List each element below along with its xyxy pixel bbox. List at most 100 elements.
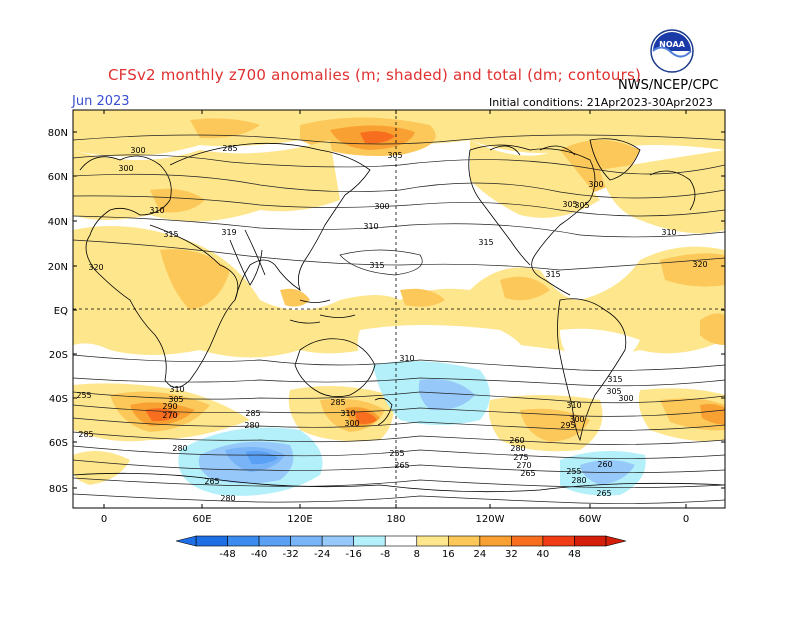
contour-label: 300 bbox=[588, 180, 603, 189]
contour-label: 265 bbox=[204, 477, 219, 486]
contour-label: 290 bbox=[162, 402, 177, 411]
agency-label: NWS/NCEP/CPC bbox=[618, 78, 719, 93]
contour-label: 305 bbox=[562, 200, 577, 209]
colorbar: -48 -40 -32 -24 -16 -8 8 16 24 32 40 48 bbox=[175, 535, 627, 560]
colorbar-label: 40 bbox=[537, 549, 550, 560]
contour-label: 260 bbox=[597, 460, 612, 469]
contour-label: 270 bbox=[162, 411, 177, 420]
contour-label: 320 bbox=[692, 260, 707, 269]
colorbar-label: 8 bbox=[414, 549, 420, 560]
longitude-axis: 0 60E 120E 180 120W 60W 0 bbox=[101, 110, 689, 525]
contour-label: 300 bbox=[118, 164, 133, 173]
noaa-logo: NOAA bbox=[650, 29, 694, 73]
contour-label: 300 bbox=[344, 419, 359, 428]
colorbar-swatch bbox=[416, 535, 449, 547]
contour-label: 305 bbox=[606, 387, 621, 396]
colorbar-label: -16 bbox=[346, 549, 362, 560]
lat-label: 60S bbox=[49, 438, 68, 449]
svg-text:NOAA: NOAA bbox=[659, 40, 685, 49]
forecast-month: Jun 2023 bbox=[72, 94, 130, 109]
graticule bbox=[73, 110, 725, 508]
lon-label: 180 bbox=[386, 514, 405, 525]
contour-label: 275 bbox=[513, 453, 528, 462]
contour-label: 255 bbox=[389, 449, 404, 458]
contour-label: 280 bbox=[220, 494, 235, 503]
colorbar-swatch bbox=[353, 535, 386, 547]
colorbar-label: -32 bbox=[282, 549, 298, 560]
colorbar-label: 32 bbox=[505, 549, 518, 560]
colorbar-label: 24 bbox=[473, 549, 486, 560]
contour-label: 315 bbox=[607, 375, 622, 384]
colorbar-label: -8 bbox=[380, 549, 390, 560]
map-title: CFSv2 monthly z700 anomalies (m; shaded)… bbox=[108, 66, 642, 84]
height-contours bbox=[73, 134, 725, 504]
contour-label: 310 bbox=[169, 385, 184, 394]
contour-label: 305 bbox=[387, 151, 402, 160]
contour-label: 305 bbox=[168, 395, 183, 404]
contour-label: 280 bbox=[172, 444, 187, 453]
contour-label: 320 bbox=[88, 263, 103, 272]
lat-label: 60N bbox=[48, 172, 68, 183]
lon-label: 120W bbox=[476, 514, 505, 525]
colorbar-right-arrow bbox=[605, 535, 627, 547]
contour-label: 265 bbox=[520, 469, 535, 478]
contour-label: 310 bbox=[340, 409, 355, 418]
contour-label: 315 bbox=[163, 230, 178, 239]
contour-label: 315 bbox=[545, 270, 560, 279]
contour-label: 315 bbox=[478, 238, 493, 247]
contour-label: 280 bbox=[571, 476, 586, 485]
contour-label: 310 bbox=[363, 222, 378, 231]
lat-label: 20N bbox=[48, 262, 68, 273]
colorbar-swatch bbox=[511, 535, 544, 547]
colorbar-label: -48 bbox=[219, 549, 235, 560]
colorbar-label: 16 bbox=[442, 549, 455, 560]
lon-label: 0 bbox=[101, 514, 107, 525]
lat-label: 80S bbox=[49, 484, 68, 495]
lon-label: 0 bbox=[683, 514, 689, 525]
contour-label: 285 bbox=[78, 430, 93, 439]
contour-label: 255 bbox=[566, 467, 581, 476]
lon-label: 60E bbox=[192, 514, 211, 525]
contour-label: 270 bbox=[516, 461, 531, 470]
colorbar-swatch bbox=[195, 535, 228, 547]
contour-label: 310 bbox=[399, 354, 414, 363]
contour-label: 285 bbox=[245, 409, 260, 418]
contour-label: 265 bbox=[394, 461, 409, 470]
colorbar-swatch bbox=[384, 535, 418, 547]
colorbar-swatch bbox=[479, 535, 512, 547]
colorbar-swatch bbox=[290, 535, 323, 547]
initial-conditions: Initial conditions: 21Apr2023-30Apr2023 bbox=[489, 96, 713, 109]
contour-label: 285 bbox=[222, 144, 237, 153]
contour-label: 280 bbox=[510, 444, 525, 453]
contour-label: 260 bbox=[509, 436, 524, 445]
lat-label: EQ bbox=[54, 306, 68, 317]
colorbar-swatch bbox=[542, 535, 575, 547]
lat-label: 40N bbox=[48, 217, 68, 228]
contour-label: 310 bbox=[566, 401, 581, 410]
contour-label: 300 bbox=[618, 394, 633, 403]
lat-label: 80N bbox=[48, 128, 68, 139]
lon-label: 120E bbox=[287, 514, 312, 525]
contour-label: 280 bbox=[244, 421, 259, 430]
contour-label: 300 bbox=[374, 202, 389, 211]
colorbar-label: -24 bbox=[314, 549, 330, 560]
lat-label: 40S bbox=[49, 394, 68, 405]
coastlines bbox=[73, 138, 725, 493]
colorbar-swatch bbox=[574, 535, 607, 547]
contour-label: 319 bbox=[221, 228, 236, 237]
colorbar-swatch bbox=[321, 535, 354, 547]
contour-label: 255 bbox=[76, 391, 91, 400]
contour-label: 300 bbox=[569, 415, 584, 424]
contour-label: 295 bbox=[560, 421, 575, 430]
lon-label: 60W bbox=[579, 514, 602, 525]
contour-label: 310 bbox=[149, 206, 164, 215]
contour-label: 265 bbox=[596, 489, 611, 498]
contour-label: 315 bbox=[369, 261, 384, 270]
lat-label: 20S bbox=[49, 350, 68, 361]
contour-label: 305 bbox=[574, 201, 589, 210]
colorbar-swatch bbox=[227, 535, 260, 547]
colorbar-swatch bbox=[448, 535, 481, 547]
colorbar-left-arrow bbox=[175, 535, 197, 547]
